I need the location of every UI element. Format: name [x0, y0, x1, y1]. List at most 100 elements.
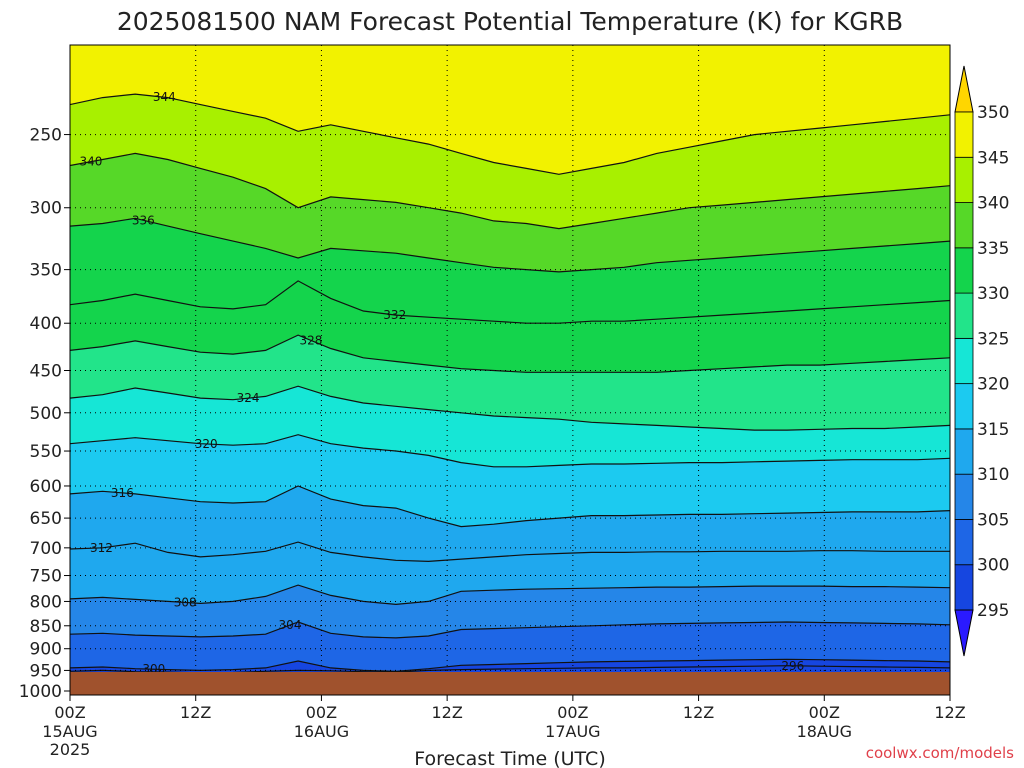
fill-band-308 — [70, 542, 950, 605]
y-tick-label-800: 800 — [30, 592, 62, 612]
y-tick-label-350: 350 — [30, 261, 62, 281]
x-tick-label-24: 00Z — [306, 703, 337, 722]
colorbar-label-330: 330 — [977, 284, 1009, 304]
y-tick-label-250: 250 — [30, 126, 62, 146]
contour-label-316: 316 — [111, 486, 134, 500]
colorbar-label-335: 335 — [977, 239, 1009, 259]
ground-surface — [70, 672, 950, 695]
fill-band-316 — [70, 434, 950, 527]
y-tick-label-650: 650 — [30, 509, 62, 529]
credit-text: coolwx.com/models — [866, 744, 1014, 762]
contour-label-332: 332 — [383, 308, 406, 322]
x-tick-label-0: 00Z — [54, 703, 85, 722]
contour-label-324: 324 — [237, 391, 260, 405]
colorbar-label-315: 315 — [977, 420, 1009, 440]
colorbar-label-320: 320 — [977, 375, 1009, 395]
y-tick-label-700: 700 — [30, 539, 62, 559]
fill-band-340 — [70, 94, 950, 229]
x-tick-label-72: 00Z — [809, 703, 840, 722]
colorbar-arrow-bottom — [954, 609, 974, 657]
contour-label-320: 320 — [195, 437, 218, 451]
contour-label-304: 304 — [279, 618, 302, 632]
colorbar-segment-310 — [954, 428, 974, 475]
fill-band-300 — [70, 622, 950, 672]
y-axis: 250 300 350 400 450 500 550 600 650 700 750 800 850 9… — [19, 126, 70, 702]
contour-label-296: 296 — [781, 659, 804, 673]
y-tick-label-450: 450 — [30, 361, 62, 381]
colorbar-segment-335 — [954, 202, 974, 249]
y-tick-label-600: 600 — [30, 477, 62, 497]
contour-label-328: 328 — [299, 333, 322, 347]
colorbar: 295 300 305 310 315 320 325 330 335 340 345 350 — [954, 65, 1009, 657]
contour-label-340: 340 — [79, 155, 102, 169]
colorbar-label-300: 300 — [977, 556, 1009, 576]
fill-band-above-344 — [70, 45, 950, 175]
y-tick-label-850: 850 — [30, 617, 62, 637]
colorbar-segment-305 — [954, 473, 974, 520]
y-tick-label-300: 300 — [30, 199, 62, 219]
fill-band-324 — [70, 335, 950, 431]
x-tick-year-0: 2025 — [50, 740, 91, 759]
contour-lines — [70, 93, 950, 674]
colorbar-segment-295 — [954, 564, 974, 611]
contour-line-320 — [70, 434, 950, 468]
contour-line-328 — [70, 334, 950, 373]
grid-lines — [70, 45, 950, 695]
contour-line-324 — [70, 385, 950, 431]
contour-line-300 — [70, 658, 950, 672]
fill-band-328 — [70, 280, 950, 373]
contour-line-308 — [70, 584, 950, 606]
colorbar-arrow-top — [954, 65, 974, 113]
contour-label-308: 308 — [174, 596, 197, 610]
contour-line-344 — [70, 93, 950, 175]
contour-line-340 — [70, 152, 950, 230]
fill-band-296 — [70, 659, 950, 673]
y-tick-label-500: 500 — [30, 404, 62, 424]
y-tick-label-900: 900 — [30, 640, 62, 660]
colorbar-label-325: 325 — [977, 329, 1009, 349]
x-tick-date-48: 17AUG — [545, 722, 600, 741]
colorbar-segment-315 — [954, 383, 974, 430]
contour-line-312 — [70, 541, 950, 563]
colorbar-segment-345 — [954, 111, 974, 158]
colorbar-segment-300 — [954, 519, 974, 566]
fill-band-336 — [70, 153, 950, 272]
colorbar-label-345: 345 — [977, 148, 1009, 168]
x-tick-label-84: 12Z — [934, 703, 965, 722]
chart-title: 2025081500 NAM Forecast Potential Temper… — [117, 7, 903, 36]
x-tick-label-48: 00Z — [557, 703, 588, 722]
colorbar-label-350: 350 — [977, 103, 1009, 123]
x-axis-label: Forecast Time (UTC) — [414, 748, 605, 768]
x-tick-date-0: 15AUG — [42, 722, 97, 741]
colorbar-segment-340 — [954, 156, 974, 203]
colorbar-label-305: 305 — [977, 510, 1009, 530]
contour-line-316 — [70, 485, 950, 528]
contour-label-312: 312 — [90, 541, 113, 555]
x-tick-label-36: 12Z — [431, 703, 462, 722]
fill-band-320 — [70, 386, 950, 467]
colorbar-label-310: 310 — [977, 465, 1009, 485]
x-tick-date-72: 18AUG — [797, 722, 852, 741]
colorbar-segment-325 — [954, 292, 974, 339]
colorbar-label-340: 340 — [977, 194, 1009, 214]
fill-band-332 — [70, 218, 950, 324]
x-tick-label-12: 12Z — [180, 703, 211, 722]
fill-band-312 — [70, 486, 950, 562]
y-tick-label-400: 400 — [30, 314, 62, 334]
contour-label-336: 336 — [132, 213, 155, 227]
colorbar-label-295: 295 — [977, 601, 1009, 621]
y-tick-label-750: 750 — [30, 567, 62, 587]
contour-line-336 — [70, 217, 950, 273]
y-tick-label-550: 550 — [30, 442, 62, 462]
colorbar-segment-320 — [954, 337, 974, 385]
colorbar-segment-330 — [954, 247, 974, 294]
y-tick-label-1000: 1000 — [19, 682, 62, 702]
contour-line-304 — [70, 621, 950, 639]
contour-label-344: 344 — [153, 90, 176, 104]
x-tick-label-60: 12Z — [683, 703, 714, 722]
x-tick-date-24: 16AUG — [294, 722, 349, 741]
y-tick-label-950: 950 — [30, 661, 62, 681]
contour-line-332 — [70, 280, 950, 324]
